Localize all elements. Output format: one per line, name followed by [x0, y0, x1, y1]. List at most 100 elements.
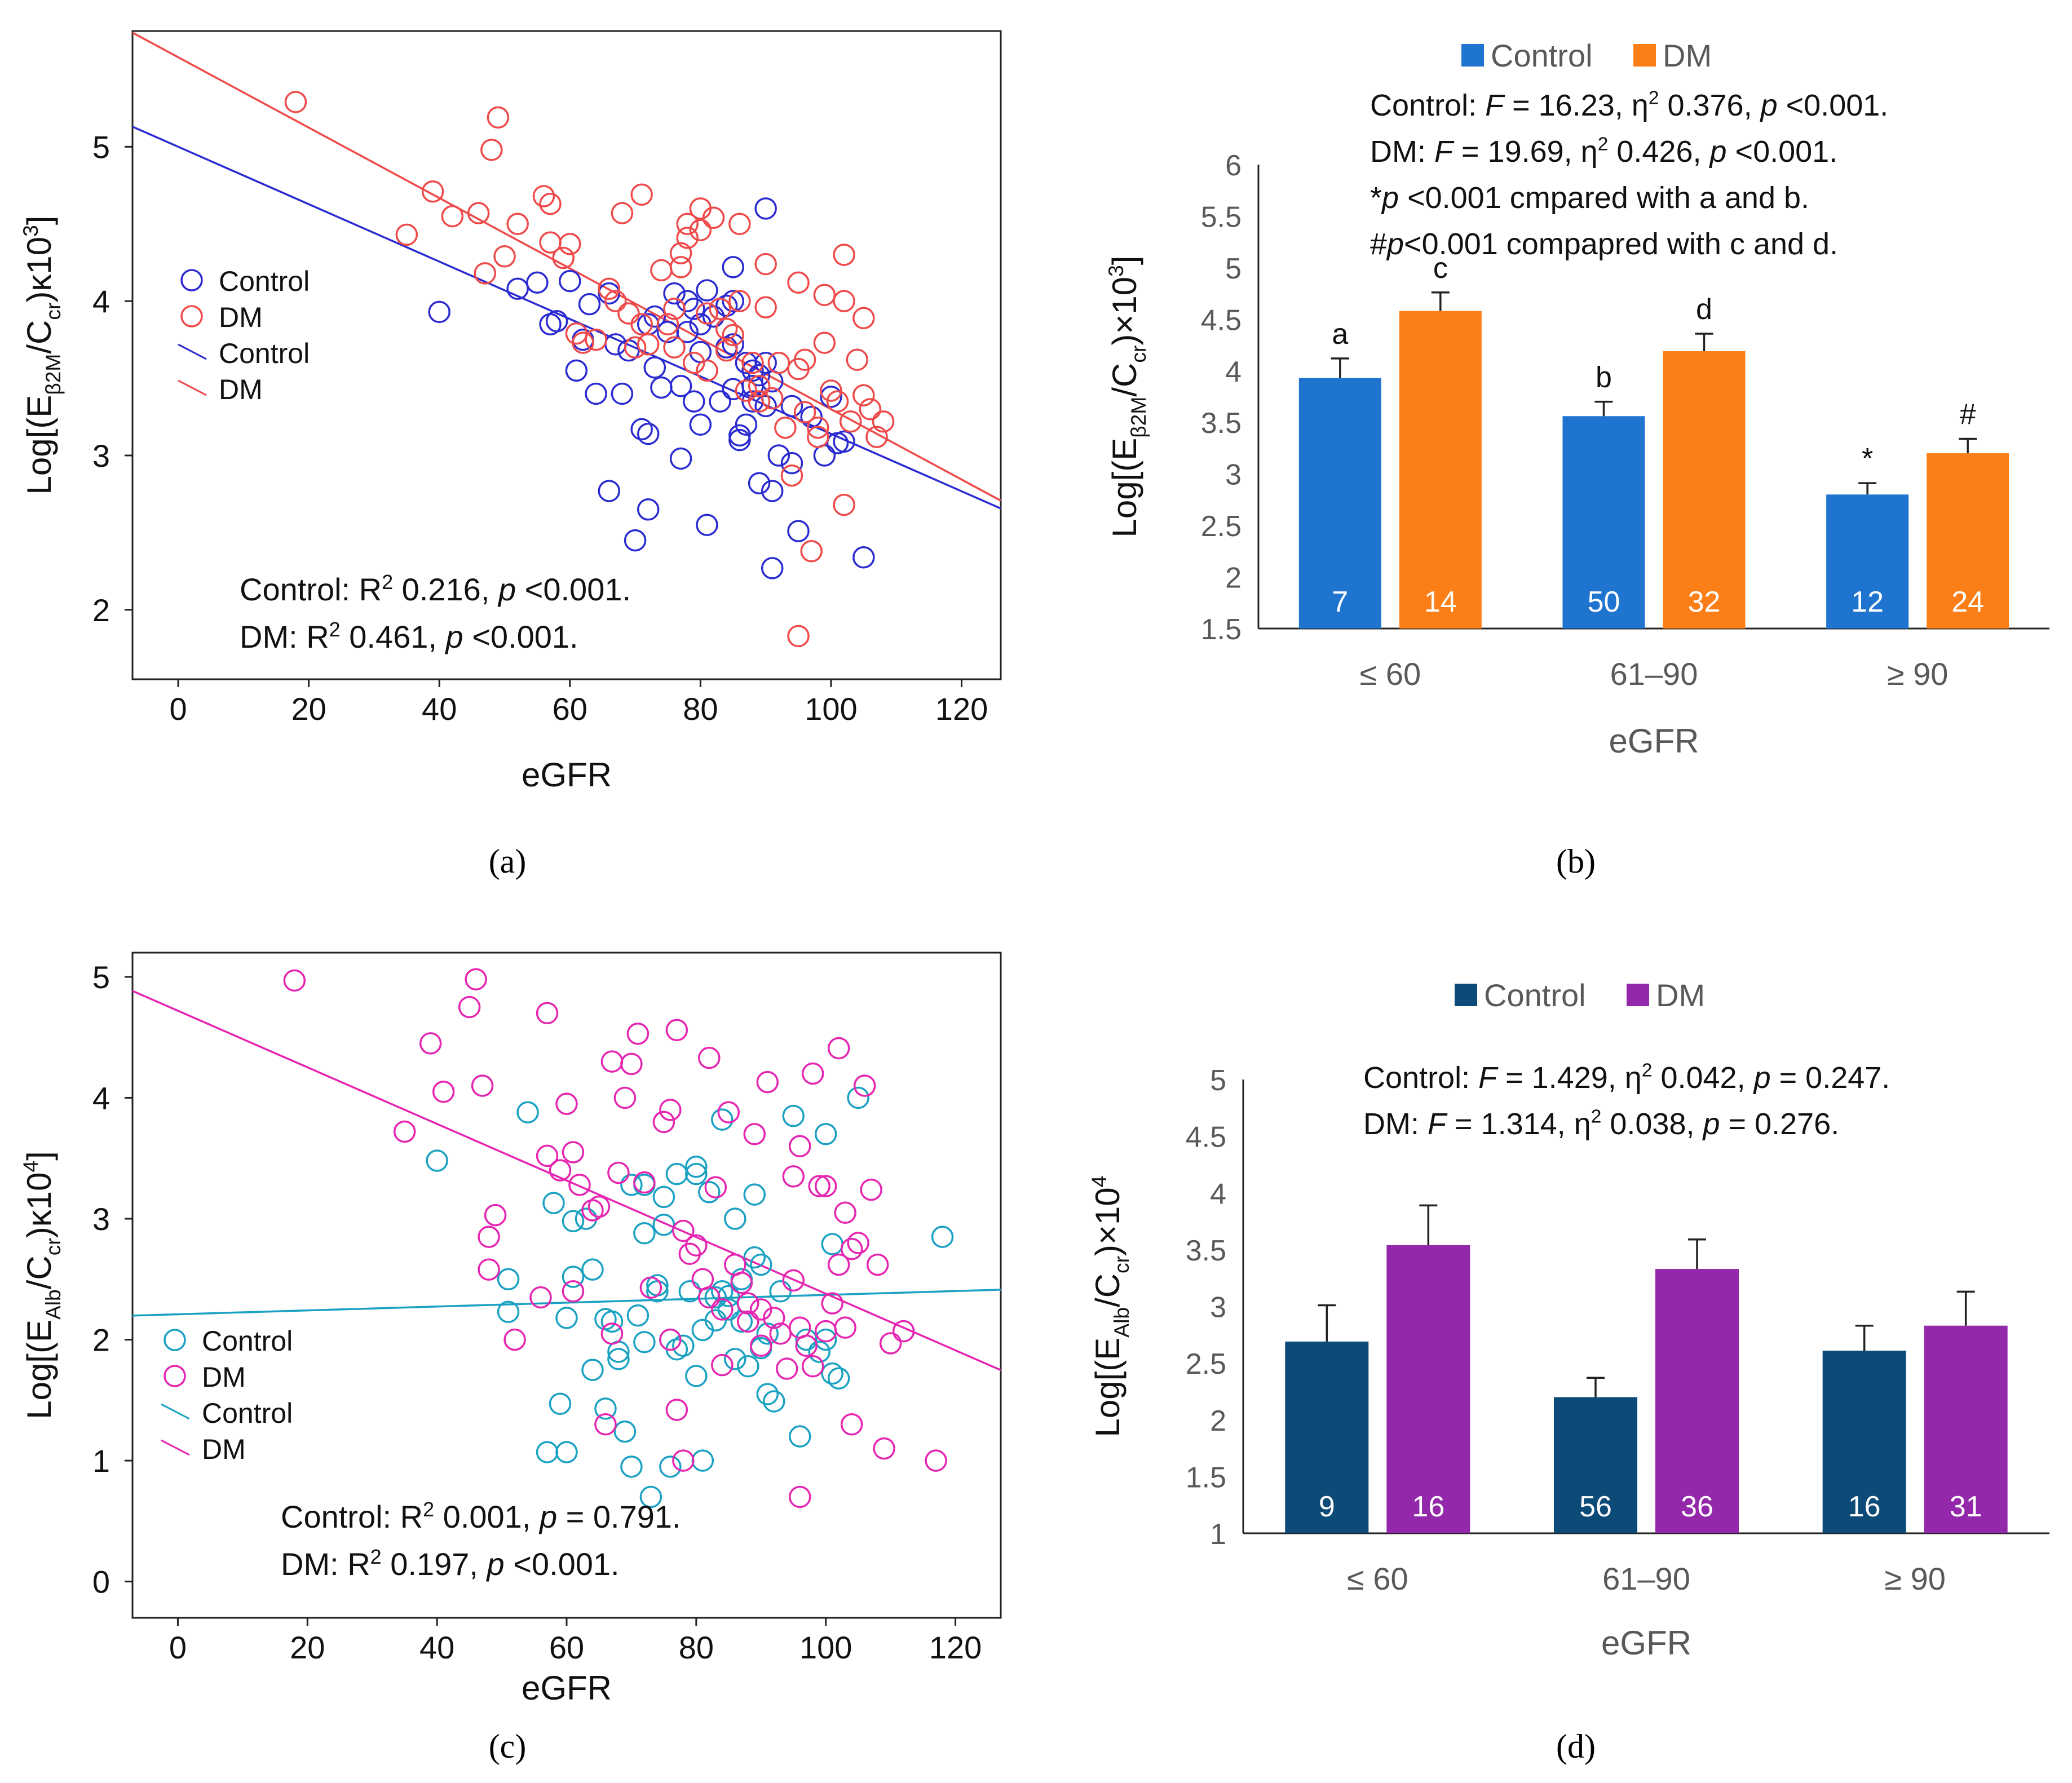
- text-run: = 1.314, η: [1446, 1107, 1591, 1141]
- data-point-control: [724, 1207, 746, 1230]
- legend-line: [161, 1439, 190, 1456]
- data-point-dm: [487, 106, 510, 129]
- bar-control: [1826, 494, 1909, 629]
- data-point-dm: [704, 1176, 727, 1198]
- data-point-control: [685, 1155, 708, 1178]
- legend-label: DM: [219, 374, 263, 405]
- stats-r2: 0.461,: [341, 619, 446, 654]
- text-run: 0.426,: [1608, 135, 1709, 169]
- data-point-control: [637, 498, 660, 521]
- data-point-control: [626, 1304, 650, 1327]
- data-point-control: [754, 197, 777, 220]
- data-point-dm: [698, 1046, 721, 1069]
- data-point-dm: [743, 1123, 766, 1145]
- data-point-dm: [549, 1159, 572, 1182]
- legend-label: DM: [1663, 38, 1712, 73]
- legend-label: DM: [202, 1361, 246, 1393]
- data-point-dm: [767, 351, 790, 374]
- stats-r2: 0.216,: [393, 572, 498, 607]
- data-point-control: [756, 1383, 779, 1405]
- data-point-control: [689, 313, 712, 335]
- data-point-dm: [748, 390, 771, 413]
- data-point-control: [827, 1367, 850, 1390]
- ylabel-run: )κ10: [20, 237, 58, 303]
- data-point-control: [769, 1280, 792, 1303]
- data-point-control: [748, 472, 771, 495]
- data-point-control: [633, 1331, 656, 1353]
- stats-annotation: DM: R2 0.197, p <0.001.: [281, 1545, 620, 1582]
- data-point-control: [497, 1300, 520, 1323]
- y-tick-label: 3: [92, 438, 110, 474]
- italic-text: p: [1753, 1061, 1771, 1095]
- panel-d-caption: (d): [1556, 1728, 1596, 1765]
- italic-text: p: [1708, 135, 1726, 169]
- data-point-control: [761, 557, 784, 579]
- data-point-dm: [689, 219, 712, 241]
- bar-dm: [1924, 1325, 2008, 1533]
- data-point-dm: [737, 1310, 759, 1333]
- ylabel-run: /C: [20, 320, 58, 354]
- x-tick-label: 20: [291, 691, 326, 727]
- legend-label: Control: [219, 266, 310, 297]
- data-point-dm: [709, 298, 731, 320]
- italic-text: p: [1760, 89, 1778, 122]
- stats-annotation: DM: F = 1.314, η2 0.038, p = 0.276.: [1363, 1106, 1839, 1141]
- data-point-dm: [827, 1253, 850, 1276]
- x-category-label: ≥ 90: [1884, 1561, 1946, 1596]
- data-point-control: [637, 422, 660, 445]
- bar-count-label: 24: [1951, 586, 1984, 618]
- data-point-dm: [467, 202, 490, 224]
- fit-line-control: [132, 1289, 1001, 1317]
- data-point-dm: [669, 242, 692, 265]
- data-point-control: [578, 293, 601, 316]
- bar-control: [1554, 1397, 1637, 1533]
- data-point-control: [741, 359, 764, 382]
- data-point-dm: [600, 1322, 624, 1345]
- data-point-control: [659, 1455, 682, 1478]
- y-tick-label: 3: [92, 1201, 110, 1237]
- italic-text: p: [1386, 227, 1404, 261]
- y-tick-label: 3.5: [1201, 407, 1242, 440]
- data-point-control: [722, 256, 745, 278]
- text-run: 0.376,: [1659, 89, 1760, 122]
- y-tick-label: 2.5: [1201, 510, 1242, 543]
- data-point-control: [800, 405, 823, 428]
- bar-dm: [1386, 1245, 1470, 1533]
- data-point-control: [555, 1441, 578, 1463]
- data-point-dm: [834, 1316, 856, 1339]
- bar-control: [1298, 378, 1381, 629]
- y-tick-label: 2: [1225, 562, 1242, 595]
- stats-group: DM: R: [240, 619, 329, 654]
- data-point-dm: [669, 256, 692, 278]
- bar-letter-label: d: [1696, 293, 1712, 326]
- data-point-control: [607, 1348, 630, 1370]
- stats-r2: 0.001,: [434, 1499, 540, 1534]
- stats-p-value: <0.001.: [516, 572, 631, 607]
- stats-annotation: *p <0.001 cmpared with a and b.: [1370, 181, 1809, 215]
- text-run: Control:: [1370, 89, 1485, 122]
- superscript-text: 2: [1598, 134, 1609, 154]
- bar-letter-label: #: [1960, 398, 1976, 431]
- legend-swatch-control: [1455, 984, 1477, 1006]
- y-tick-label: 2.5: [1186, 1348, 1226, 1381]
- data-point-dm: [478, 1258, 500, 1281]
- data-point-control: [643, 356, 666, 379]
- ylabel-run: )×10: [1106, 277, 1143, 346]
- x-tick-label: 80: [679, 1630, 714, 1665]
- data-point-control: [611, 382, 634, 405]
- data-point-dm: [853, 1074, 876, 1097]
- data-point-dm: [808, 1175, 830, 1197]
- text-run: 0.038,: [1601, 1107, 1703, 1141]
- y-axis-title: Log[(EAlb/Ccr)×104: [1087, 1176, 1133, 1437]
- data-point-control: [833, 430, 855, 453]
- data-point-dm: [840, 1237, 863, 1260]
- data-point-dm: [801, 1355, 824, 1378]
- y-tick-label: 4.5: [1201, 304, 1242, 337]
- data-point-control: [672, 1334, 695, 1357]
- data-point-control: [613, 1420, 637, 1443]
- data-point-dm: [833, 493, 855, 516]
- data-point-dm: [793, 401, 816, 424]
- data-point-dm: [840, 1413, 863, 1436]
- data-point-control: [808, 1340, 830, 1363]
- data-point-dm: [730, 1271, 753, 1294]
